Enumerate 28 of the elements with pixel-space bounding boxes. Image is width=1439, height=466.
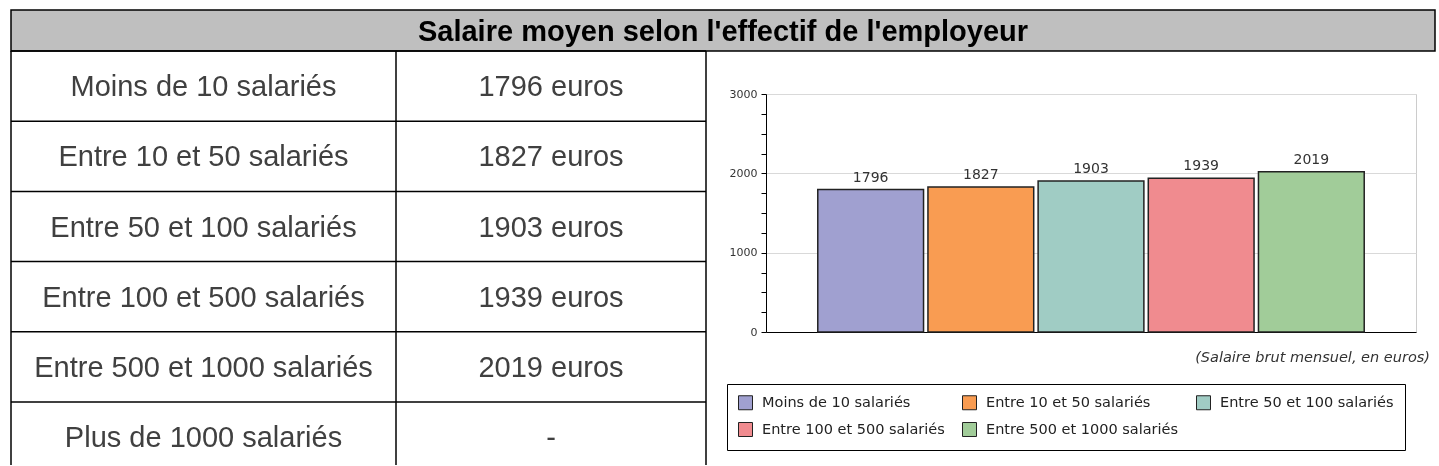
text: Entre 50 et 100 salariés bbox=[50, 210, 357, 243]
text: 1827 euros bbox=[478, 140, 624, 173]
y-tick-label: 3000 bbox=[729, 87, 758, 101]
text: Moins de 10 salariés bbox=[70, 70, 337, 103]
text: Entre 500 et 1000 salariés bbox=[34, 350, 373, 383]
text: - bbox=[546, 421, 556, 454]
text: Salaire moyen selon l'effectif de l'employeur bbox=[417, 14, 1029, 47]
legend-label: Entre 500 et 1000 salariés bbox=[986, 420, 1179, 437]
text: Entre 10 et 50 salariés bbox=[58, 140, 349, 173]
legend-label: Entre 100 et 500 salariés bbox=[762, 420, 945, 437]
legend-label: Moins de 10 salariés bbox=[762, 393, 911, 410]
data-label: 2019 bbox=[1293, 150, 1330, 167]
text: 1903 euros bbox=[478, 210, 624, 243]
text: 1796 euros bbox=[478, 70, 624, 103]
data-label: 1796 bbox=[852, 168, 889, 185]
data-label: 1939 bbox=[1183, 157, 1219, 174]
data-label: 1827 bbox=[963, 166, 999, 183]
text: 2019 euros bbox=[478, 350, 624, 383]
y-tick-label: 0 bbox=[750, 325, 758, 339]
text: Entre 100 et 500 salariés bbox=[42, 280, 365, 313]
y-tick-label: 1000 bbox=[729, 246, 758, 260]
y-tick-label: 2000 bbox=[729, 166, 758, 180]
text: 1939 euros bbox=[478, 280, 624, 313]
legend-label: Entre 10 et 50 salariés bbox=[986, 393, 1151, 410]
legend-label: Entre 50 et 100 salariés bbox=[1220, 393, 1394, 410]
text: (Salaire brut mensuel, en euros) bbox=[1195, 348, 1430, 365]
text: Plus de 1000 salariés bbox=[64, 421, 343, 454]
data-label: 1903 bbox=[1073, 160, 1109, 177]
